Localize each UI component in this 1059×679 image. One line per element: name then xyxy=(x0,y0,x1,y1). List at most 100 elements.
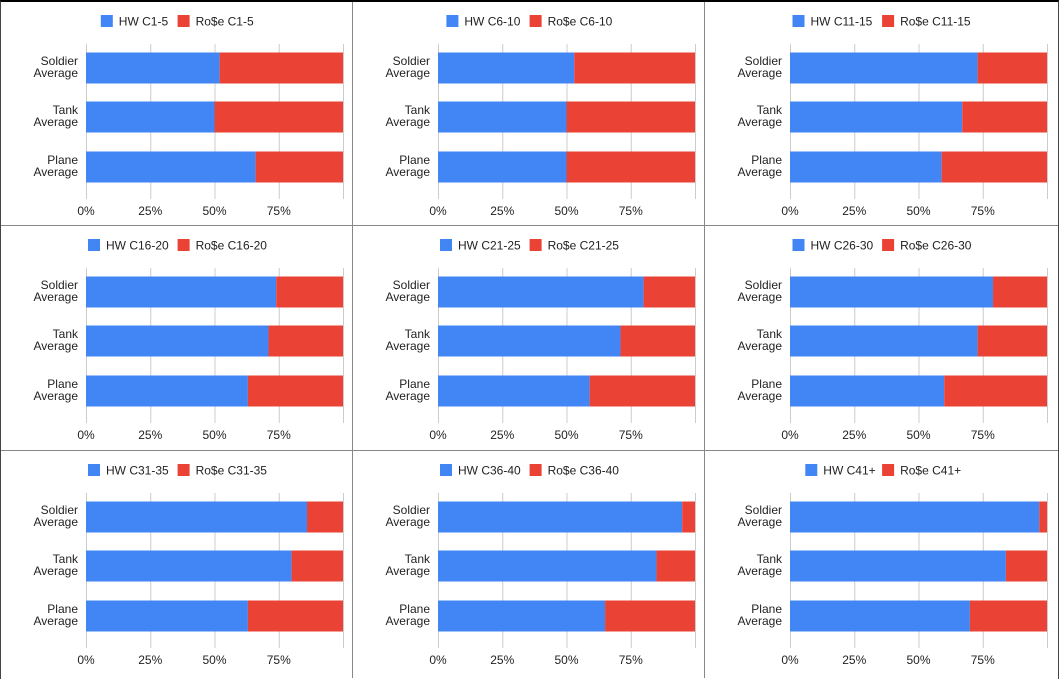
bar-rose xyxy=(941,151,1047,183)
bar-rose xyxy=(268,325,343,357)
bar-rose xyxy=(682,501,695,533)
bar-rose xyxy=(969,600,1047,632)
legend-swatch xyxy=(440,464,452,476)
bar-chart: HW C16-20 Ro$e C16-20SoldierAverageTankAv… xyxy=(34,239,344,442)
bar-hw xyxy=(790,550,1006,582)
bar-rose xyxy=(643,276,695,308)
x-tick-label: 25% xyxy=(490,428,514,442)
category-label: Average xyxy=(34,165,79,179)
bar-hw xyxy=(790,375,945,407)
bar-rose xyxy=(962,101,1047,133)
bar-hw xyxy=(86,501,308,533)
x-tick-label: 50% xyxy=(906,204,930,218)
chart-panel: HW C31-35 Ro$e C31-35 Soldier Average Tank Av… xyxy=(1,451,353,679)
legend-swatch xyxy=(440,239,452,251)
legend-label: HW C41+ xyxy=(823,464,875,478)
bar-hw xyxy=(790,52,978,84)
legend-swatch xyxy=(88,239,100,251)
category-label: Tank xyxy=(757,552,783,566)
category-label: Plane xyxy=(47,377,78,391)
legend-swatch xyxy=(529,464,542,476)
category-label: Average xyxy=(738,515,783,529)
legend: HW C6-10 Ro$e C6-10 xyxy=(446,15,613,29)
x-tick-label: 0% xyxy=(77,653,95,667)
bar-chart: HW C36-40 Ro$e C36-40SoldierAverageTankAv… xyxy=(386,464,696,667)
bar-chart: HW C1-5 Ro$e C1-5SoldierAverageTankAverag… xyxy=(34,15,344,218)
x-tick-label: 0% xyxy=(77,428,95,442)
category-label: Plane xyxy=(47,153,78,167)
category-label: Soldier xyxy=(393,503,430,517)
bar-chart: HW C6-10 Ro$e C6-10SoldierAverageTankAver… xyxy=(386,15,696,218)
legend-label: Ro$e C16-20 xyxy=(196,239,268,253)
bar-hw xyxy=(438,151,567,183)
chart-panel: HW C11-15 Ro$e C11-15 Soldier Average Tank Av… xyxy=(705,2,1058,226)
panel-divider xyxy=(1,225,1058,226)
legend: HW C11-15 Ro$e C11-15 xyxy=(792,15,971,29)
x-tick-label: 25% xyxy=(138,204,162,218)
category-label: Average xyxy=(34,290,79,304)
legend-swatch xyxy=(177,239,190,251)
x-tick-label: 25% xyxy=(138,653,162,667)
bar-hw xyxy=(86,276,277,308)
bar-hw xyxy=(86,325,269,357)
category-label: Plane xyxy=(751,602,782,616)
x-tick-label: 75% xyxy=(971,204,995,218)
category-label: Soldier xyxy=(41,503,78,517)
bar-rose xyxy=(247,375,343,407)
x-tick-label: 0% xyxy=(429,653,447,667)
bar-rose xyxy=(214,101,343,133)
bar-hw xyxy=(790,101,963,133)
legend-swatch xyxy=(529,239,542,251)
bar-hw xyxy=(86,550,292,582)
bar-hw xyxy=(790,600,970,632)
panel-divider xyxy=(1,450,1058,451)
bar-hw xyxy=(438,52,575,84)
category-label: Average xyxy=(34,389,79,403)
bar-chart: HW C21-25 Ro$e C21-25SoldierAverageTankAv… xyxy=(386,239,696,442)
legend-swatch xyxy=(882,239,895,251)
category-label: Average xyxy=(386,290,431,304)
legend-swatch xyxy=(177,15,190,27)
bar-rose xyxy=(574,52,695,84)
legend: HW C1-5 Ro$e C1-5 xyxy=(100,15,254,29)
bar-hw xyxy=(438,276,644,308)
category-label: Average xyxy=(738,115,783,129)
x-tick-label: 50% xyxy=(554,204,578,218)
category-label: Average xyxy=(738,66,783,80)
bar-rose xyxy=(566,151,695,183)
x-tick-label: 25% xyxy=(842,204,866,218)
bar-hw xyxy=(86,375,248,407)
category-label: Tank xyxy=(757,327,783,341)
category-label: Plane xyxy=(47,602,78,616)
x-tick-label: 50% xyxy=(554,653,578,667)
legend: HW C21-25 Ro$e C21-25 xyxy=(440,239,619,253)
bar-hw xyxy=(438,325,621,357)
category-label: Average xyxy=(738,564,783,578)
bar-hw xyxy=(438,550,657,582)
legend-label: HW C6-10 xyxy=(464,15,520,29)
legend-label: Ro$e C1-5 xyxy=(196,15,254,29)
x-tick-label: 50% xyxy=(202,428,226,442)
bar-rose xyxy=(656,550,695,582)
category-label: Soldier xyxy=(745,278,782,292)
bar-rose xyxy=(1005,550,1047,582)
legend: HW C31-35 Ro$e C31-35 xyxy=(88,464,267,478)
x-tick-label: 50% xyxy=(202,653,226,667)
legend: HW C26-30 Ro$e C26-30 xyxy=(792,239,972,253)
category-label: Plane xyxy=(751,377,782,391)
category-label: Average xyxy=(34,66,79,80)
category-label: Average xyxy=(738,614,783,628)
legend-label: HW C26-30 xyxy=(811,239,874,253)
x-tick-label: 50% xyxy=(554,428,578,442)
x-tick-label: 75% xyxy=(971,653,995,667)
legend-swatch xyxy=(882,15,895,27)
category-label: Plane xyxy=(399,602,430,616)
x-tick-label: 75% xyxy=(971,428,995,442)
x-tick-label: 25% xyxy=(138,428,162,442)
x-tick-label: 75% xyxy=(619,653,643,667)
bar-hw xyxy=(790,501,1040,533)
legend-swatch xyxy=(446,15,459,27)
bar-rose xyxy=(566,101,695,133)
category-label: Average xyxy=(738,339,783,353)
